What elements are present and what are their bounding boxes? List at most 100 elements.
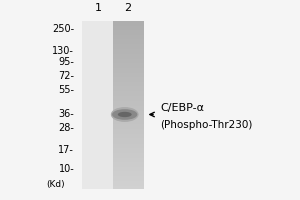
Bar [113,23,144,24]
Bar [113,62,144,63]
Bar [113,176,144,177]
Bar [113,161,144,162]
Bar [113,93,144,94]
Bar [113,30,144,31]
Bar [113,118,144,119]
Bar [113,26,144,27]
Bar [113,120,144,121]
Bar [113,58,144,59]
Bar [113,96,144,97]
Bar [113,81,144,82]
Text: 55-: 55- [58,85,74,95]
Bar [113,110,144,111]
Bar [113,160,144,161]
Text: 2: 2 [124,3,131,13]
Bar [113,99,144,100]
Bar [113,147,144,148]
Text: 36-: 36- [58,109,74,119]
Bar [113,61,144,62]
Text: 72-: 72- [58,71,74,81]
Bar [113,144,144,145]
Bar [113,59,144,60]
Bar [113,55,144,56]
Bar [113,185,144,186]
Text: 95-: 95- [58,57,74,67]
Bar [113,47,144,48]
Bar [113,142,144,143]
Bar [113,92,144,93]
Bar [113,65,144,66]
Bar [113,94,144,95]
Bar [113,165,144,166]
Bar [113,188,144,189]
Bar [113,91,144,92]
Bar [113,174,144,175]
Bar [113,143,144,144]
Bar [113,67,144,68]
Bar [113,140,144,141]
Bar [113,82,144,83]
Bar [113,33,144,34]
Bar [113,35,144,36]
Bar [113,48,144,49]
Bar [113,88,144,89]
Bar [113,89,144,90]
Bar [113,84,144,85]
Bar [113,107,144,108]
Bar [113,186,144,187]
Bar [113,130,144,131]
Bar [113,38,144,39]
Text: 130-: 130- [52,46,74,56]
Bar [113,131,144,132]
Bar [113,29,144,30]
Bar [113,148,144,149]
Bar [113,74,144,75]
Bar [113,113,144,114]
Bar [113,97,144,98]
Bar [113,129,144,130]
Bar [113,149,144,150]
Bar [113,87,144,88]
Bar [113,85,144,86]
Bar [113,133,144,134]
Text: (Phospho-Thr230): (Phospho-Thr230) [160,120,253,130]
Text: (Kd): (Kd) [47,180,65,189]
Bar [113,171,144,172]
Bar [113,71,144,72]
Bar [113,104,144,105]
Bar [113,21,144,22]
Bar [113,80,144,81]
Ellipse shape [111,107,139,122]
Bar [113,172,144,173]
Bar [113,95,144,96]
Bar [113,108,144,109]
Bar [113,164,144,165]
Bar [113,51,144,52]
Bar [113,83,144,84]
Bar [113,43,144,44]
Bar [113,115,144,116]
Bar [113,64,144,65]
Bar [113,42,144,43]
Bar [113,122,144,123]
Bar [113,117,144,118]
Bar [113,137,144,138]
Bar [113,79,144,80]
Bar [113,41,144,42]
Bar [82,21,113,189]
Bar [113,182,144,183]
Bar [113,24,144,25]
Bar [113,125,144,126]
Bar [113,163,144,164]
Bar [113,46,144,47]
Bar [113,138,144,139]
Bar [113,128,144,129]
Bar [113,39,144,40]
Bar [113,127,144,128]
Bar [113,111,144,112]
Text: C/EBP-α: C/EBP-α [160,103,204,113]
Bar [113,112,144,113]
Bar [113,102,144,103]
Bar [113,119,144,120]
Bar [113,72,144,73]
